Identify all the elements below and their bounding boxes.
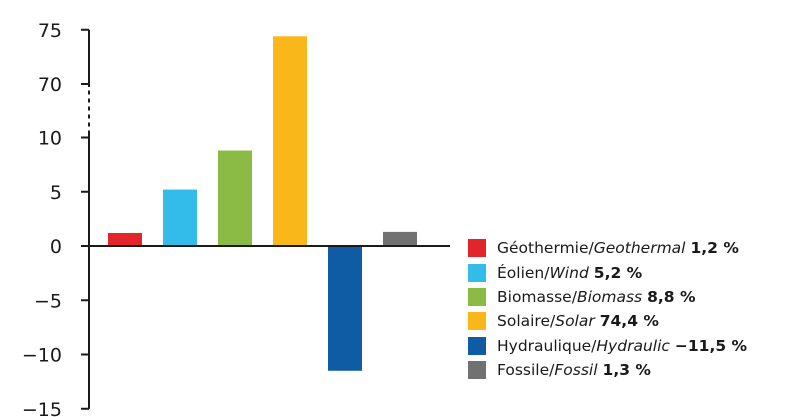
legend-item-biomass: Biomasse/ Biomass 8,8 % <box>468 285 747 309</box>
y-tick-label: 70 <box>38 74 62 96</box>
legend-label-en-wind: Wind <box>549 263 589 282</box>
legend-swatch-wind <box>468 263 486 282</box>
y-tick-label: −10 <box>22 345 62 367</box>
legend-label-en-hydraulic: Hydraulic <box>596 336 670 355</box>
legend-label-fr-solar: Solaire/ <box>497 312 556 331</box>
legend-label-en-biomass: Biomass <box>576 287 643 306</box>
bar-wind <box>163 189 197 246</box>
legend-label-en-geothermal: Geothermal <box>593 239 686 258</box>
legend-swatch-biomass <box>468 287 486 306</box>
legend-label-fr-geothermal: Géothermie/ <box>497 239 594 258</box>
legend-value-biomass: 8,8 % <box>647 287 696 306</box>
legend-item-geothermal: Géothermie/ Geothermal 1,2 % <box>468 236 747 260</box>
bar-biomass <box>218 150 252 246</box>
legend-label-fr-hydraulic: Hydraulique/ <box>497 336 597 355</box>
legend-swatch-geothermal <box>468 239 486 258</box>
legend-item-solar: Solaire/ Solar 74,4 % <box>468 309 747 333</box>
legend-item-hydraulic: Hydraulique/ Hydraulic −11,5 % <box>468 334 747 358</box>
bar-geothermal <box>108 232 142 246</box>
legend-label-fr-wind: Éolien/ <box>497 263 550 282</box>
legend-swatch-fossil <box>468 361 486 380</box>
bar-hydraulic <box>328 246 362 371</box>
y-tick-label: −15 <box>22 399 62 417</box>
bar-solar <box>273 36 307 247</box>
legend-value-geothermal: 1,2 % <box>690 239 739 258</box>
legend-item-wind: Éolien/ Wind 5,2 % <box>468 260 747 284</box>
legend-label-fr-fossil: Fossile/ <box>497 361 555 380</box>
y-tick-label: 0 <box>50 236 62 258</box>
legend-swatch-solar <box>468 312 486 331</box>
y-tick-label: −5 <box>34 290 62 312</box>
y-tick-label: 10 <box>38 128 62 150</box>
legend-label-fr-biomass: Biomasse/ <box>497 287 577 306</box>
legend-value-solar: 74,4 % <box>599 312 659 331</box>
legend-value-hydraulic: −11,5 % <box>674 336 748 355</box>
legend-label-en-fossil: Fossil <box>554 361 598 380</box>
bar-fossil <box>383 231 417 246</box>
y-tick-label: 75 <box>38 20 62 42</box>
legend-swatch-hydraulic <box>468 336 486 355</box>
legend-value-fossil: 1,3 % <box>602 361 651 380</box>
y-tick-label: 5 <box>50 182 62 204</box>
legend-value-wind: 5,2 % <box>593 263 643 282</box>
legend-item-fossil: Fossile/ Fossil 1,3 % <box>468 358 747 382</box>
legend: Géothermie/ Geothermal 1,2 % Éolien/ Win… <box>468 236 747 382</box>
legend-label-en-solar: Solar <box>555 312 595 331</box>
